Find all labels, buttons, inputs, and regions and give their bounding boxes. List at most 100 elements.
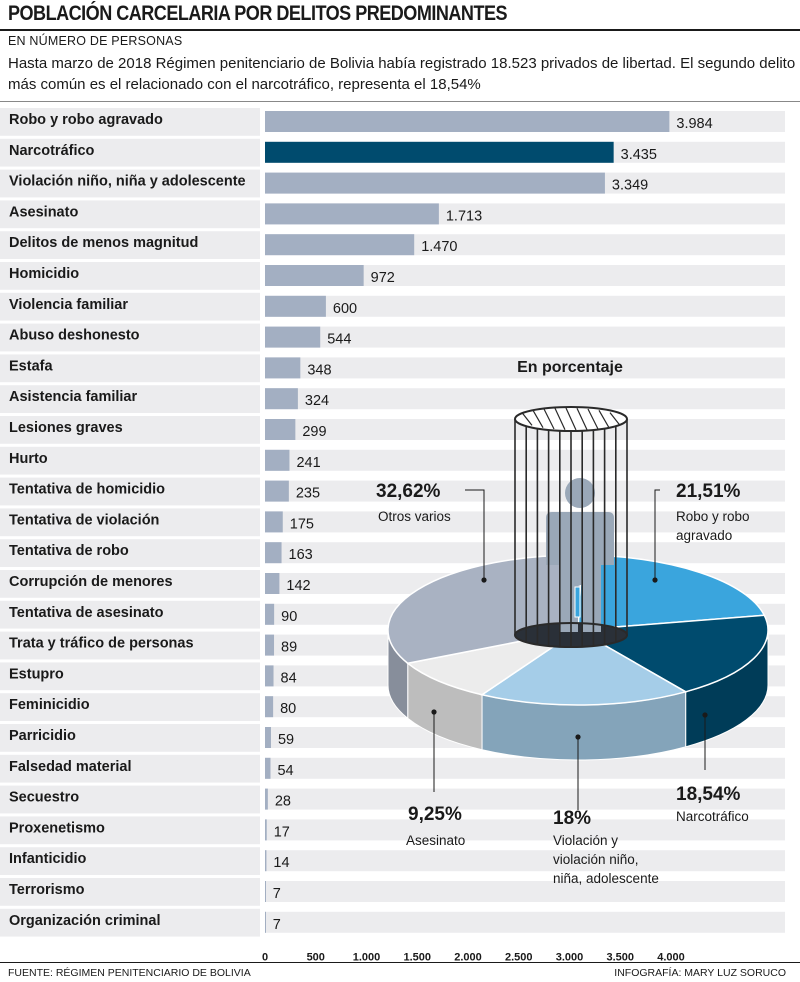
bar-row: Homicidio 972 (0, 262, 785, 290)
category-label: Corrupción de menores (9, 574, 173, 590)
row-background (0, 662, 260, 691)
row-background (0, 385, 260, 413)
category-label: Secuestro (9, 790, 79, 806)
leader-dot (575, 734, 581, 740)
bar-row: Asesinato 1.713 (0, 200, 785, 229)
category-label: Feminicidio (9, 697, 90, 713)
chart-title: POBLACIÓN CARCELARIA POR DELITOS PREDOMI… (8, 2, 508, 25)
footer-divider (0, 962, 800, 963)
x-tick-label: 4.000 (657, 952, 685, 964)
bar-track (265, 357, 785, 379)
value-label: 54 (277, 763, 293, 779)
leader-dot (431, 709, 437, 715)
bar (265, 603, 275, 625)
bar-track (265, 911, 785, 933)
bar-row: Tentativa de violación 175 (0, 508, 785, 537)
slice-label: Violación y violación niño, niña, adolesce… (553, 833, 659, 886)
slice-percent: 18,54% (676, 784, 741, 805)
slice-annotation: 18,54% Narcotráfico (676, 712, 749, 824)
slice-percent: 9,25% (408, 804, 462, 825)
bar-track (265, 788, 785, 810)
bar-row: Narcotráfico 3.435 (0, 138, 785, 167)
category-label: Estupro (9, 666, 64, 682)
leader-dot (481, 577, 487, 583)
bar (265, 449, 290, 471)
bar-track (265, 881, 785, 902)
value-label: 163 (289, 547, 313, 563)
bar-row: Hurto 241 (0, 446, 785, 475)
value-label: 324 (305, 393, 329, 409)
bar (265, 881, 266, 902)
bar-row: Robo y robo agravado 3.984 (0, 108, 785, 136)
bar-row: Abuso deshonesto 544 (0, 323, 785, 352)
category-label: Violación niño, niña y adolescente (9, 174, 246, 190)
row-background (0, 108, 260, 136)
category-label: Trata y tráfico de personas (9, 636, 194, 652)
bar (265, 819, 267, 841)
bar-row: Violencia familiar 600 (0, 292, 785, 321)
x-axis: 0 500 1.000 1.500 2.000 2.500 3.000 3.500 4.000 (262, 952, 685, 964)
value-label: 299 (302, 424, 326, 440)
x-tick-label: 2.000 (454, 952, 482, 964)
x-tick-label: 3.000 (556, 952, 584, 964)
bar-row: Tentativa de robo 163 (0, 539, 785, 567)
bar (265, 634, 275, 656)
cage-lid (514, 406, 628, 432)
category-label: Homicidio (9, 266, 79, 282)
cage-bottom-ring (514, 622, 628, 648)
x-tick-label: 1.500 (403, 952, 431, 964)
value-label: 14 (273, 855, 289, 871)
category-label: Robo y robo agravado (9, 112, 163, 128)
row-background (0, 878, 260, 906)
slice-annotation: 9,25% Asesinato (406, 709, 465, 848)
pie-title: En porcentaje (517, 359, 623, 376)
category-label: Tentativa de robo (9, 543, 129, 559)
bar (265, 234, 415, 256)
bar (265, 727, 271, 748)
x-tick-label: 1.000 (353, 952, 381, 964)
row-background (0, 908, 260, 937)
category-label: Organización criminal (9, 913, 161, 929)
bar (265, 573, 280, 594)
value-label: 7 (273, 917, 281, 933)
category-label: Falsedad material (9, 759, 132, 775)
value-label: 235 (296, 486, 320, 502)
row-background (0, 754, 260, 783)
row-background (0, 816, 260, 845)
category-label: Infanticidio (9, 851, 86, 867)
category-label: Asesinato (9, 204, 78, 220)
bar (265, 172, 605, 194)
value-label: 3.349 (612, 178, 648, 194)
row-background (0, 785, 260, 814)
chart-description: Hasta marzo de 2018 Régimen penitenciari… (8, 55, 796, 93)
slice-percent: 18% (553, 808, 591, 829)
pie-side-walls (387, 629, 769, 761)
leader-dot (652, 577, 658, 583)
bar (265, 111, 670, 132)
category-label: Tentativa de homicidio (9, 482, 165, 498)
slice-label: Asesinato (406, 833, 465, 848)
slice-annotation: 32,62% Otros varios (376, 481, 487, 583)
category-label: Tentativa de violación (9, 512, 159, 528)
person-icon (546, 478, 614, 632)
x-tick-label: 2.500 (505, 952, 533, 964)
bar-track (265, 265, 785, 286)
bar-track (265, 388, 785, 410)
bar (265, 696, 274, 718)
value-label: 89 (281, 640, 297, 656)
row-background (0, 724, 260, 752)
bar-row: Falsedad material 54 (0, 754, 785, 783)
category-label: Hurto (9, 451, 48, 467)
bar (265, 665, 274, 687)
title-divider (0, 29, 800, 31)
row-background (0, 354, 260, 383)
value-label: 544 (327, 332, 351, 348)
row-background (0, 570, 260, 598)
value-label: 59 (278, 732, 294, 748)
leader-dot (702, 712, 708, 718)
row-background (0, 693, 260, 721)
x-tick-label: 3.500 (606, 952, 634, 964)
value-label: 3.984 (676, 116, 712, 132)
category-label: Parricidio (9, 728, 76, 744)
